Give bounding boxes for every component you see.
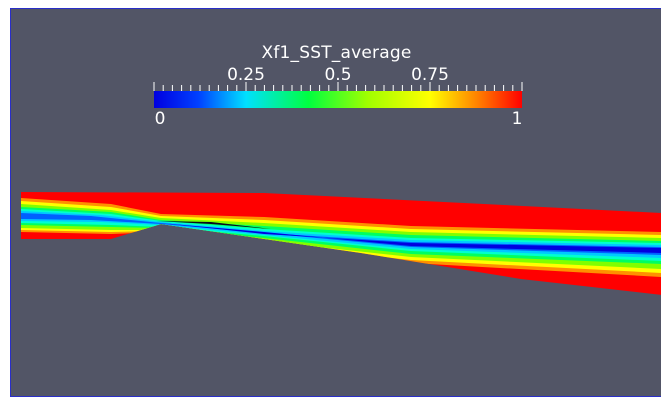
scalar-bar-gradient [154,91,522,108]
scalar-bar-tick-label-05: 0.5 [324,65,352,85]
scalar-bar-tick-label-025: 0.25 [227,65,265,85]
scalar-bar-ticks [153,82,523,91]
contour-field [21,192,661,295]
contour-plot[interactable] [11,9,661,397]
scalar-bar-title: Xf1_SST_average [261,43,412,63]
scalar-bar-max-label: 1 [511,109,523,129]
scalar-bar-min-label: 0 [154,109,166,129]
scalar-bar[interactable] [11,9,661,149]
scalar-bar-tick-label-075: 0.75 [411,65,449,85]
render-viewport[interactable]: Xf1_SST_average 0.25 0.5 0.75 0 1 [10,8,661,397]
